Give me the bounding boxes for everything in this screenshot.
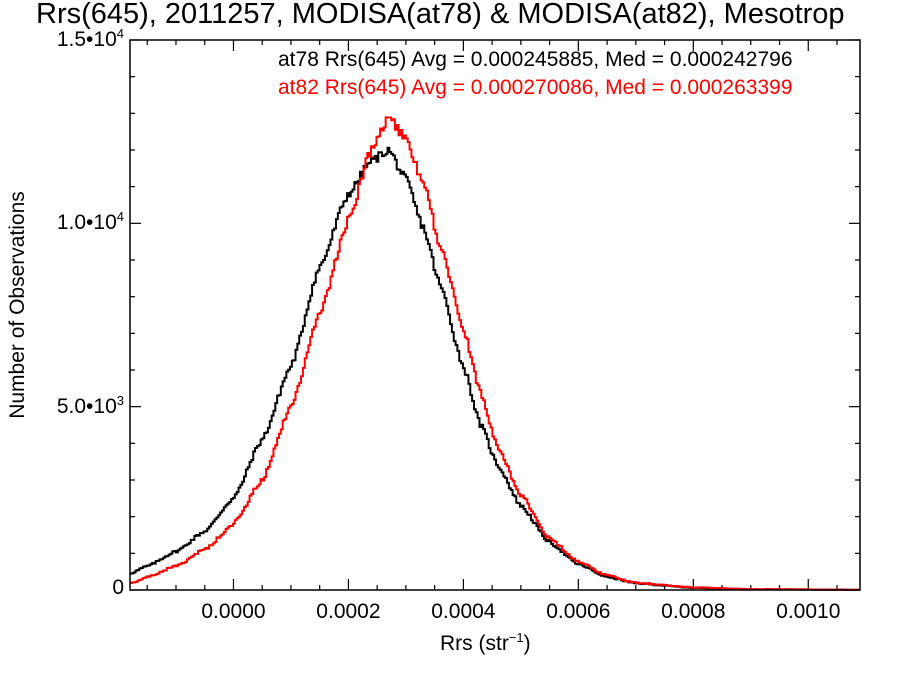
x-axis-label-exponent: −1	[508, 630, 524, 645]
y-tick-label: 1.5•104	[57, 26, 124, 52]
histogram-series-at78	[130, 146, 860, 591]
x-tick-label: 0.0008	[661, 600, 726, 623]
y-axis-label: Number of Observations	[6, 191, 29, 419]
x-axis-label-close: )	[523, 632, 531, 655]
y-tick-mantissa: 0	[112, 576, 124, 599]
y-tick-exponent: 4	[116, 26, 124, 41]
legend-entry-at78: at78 Rrs(645) Avg = 0.000245885, Med = 0…	[278, 48, 793, 71]
x-axis-label: Rrs (str−1)	[440, 630, 531, 656]
series-group	[130, 116, 860, 591]
y-tick-mantissa: 1.5•10	[56, 28, 117, 51]
y-tick-label: 5.0•103	[57, 393, 124, 419]
x-tick-label: 0.0006	[546, 600, 611, 623]
chart-title: Rrs(645), 2011257, MODISA(at78) & MODISA…	[36, 0, 845, 30]
x-axis-label-text: Rrs (str	[440, 632, 509, 655]
plot-frame	[129, 39, 861, 591]
x-tick-label: 0.0002	[316, 600, 381, 623]
y-tick-exponent: 4	[116, 209, 124, 225]
x-tick-label: 0.0010	[776, 600, 841, 623]
y-tick-label: 0	[112, 576, 124, 600]
axis-ticks	[130, 39, 860, 591]
y-tick-mantissa: 1.0•10	[56, 211, 117, 235]
x-tick-label: 0.0000	[201, 600, 266, 623]
y-tick-exponent: 3	[116, 392, 124, 408]
legend-entry-at82: at82 Rrs(645) Avg = 0.000270086, Med = 0…	[278, 76, 793, 99]
y-tick-mantissa: 5.0•10	[56, 394, 117, 418]
x-tick-label: 0.0004	[431, 600, 496, 623]
histogram-series-at82	[130, 116, 860, 591]
y-tick-label: 1.0•104	[57, 209, 124, 235]
